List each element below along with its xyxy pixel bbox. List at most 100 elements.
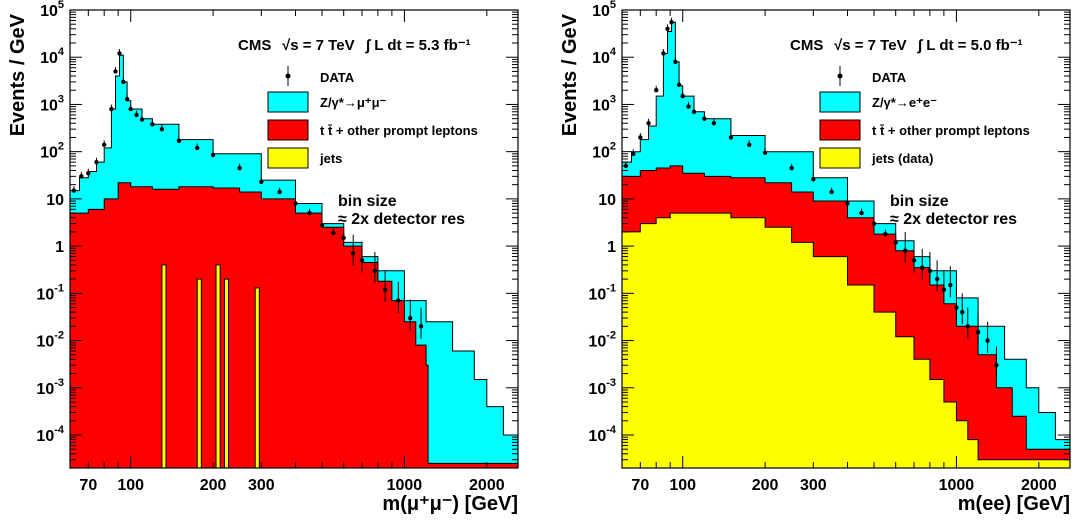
data-point-14 <box>702 114 707 121</box>
legend-ttbar-label: t t̄ + other prompt leptons <box>320 123 478 138</box>
data-point-19 <box>237 163 242 171</box>
y-tick-label: 10 <box>46 192 64 209</box>
luminosity-label: ∫ L dt = 5.3 fb⁻¹ <box>365 37 471 54</box>
y-tick-label: 10-2 <box>36 330 64 351</box>
data-point-24 <box>319 220 325 228</box>
data-point-7 <box>665 24 670 31</box>
data-point-34 <box>954 288 959 320</box>
data-point-11 <box>128 104 133 112</box>
legend-data-marker <box>837 73 843 79</box>
x-tick-label: 2000 <box>1021 477 1057 494</box>
series-2-histogram <box>70 182 518 468</box>
legend-jets-label: jets (data) <box>871 151 933 166</box>
data-point-32 <box>941 270 947 302</box>
y-tick-label: 10-1 <box>36 282 64 303</box>
jets-bar-3 <box>215 264 221 468</box>
annotation-detector-res: ≈ 2x detector res <box>890 211 1017 228</box>
x-tick-label: 1000 <box>939 477 975 494</box>
y-tick-label: 10-3 <box>588 377 616 398</box>
data-point-25 <box>883 229 888 237</box>
y-tick-label: 10-4 <box>588 424 616 445</box>
legend-signal-label: Z/γ*→e⁺e⁻ <box>872 95 937 110</box>
data-point-28 <box>911 241 917 273</box>
energy-label: √s = 7 TeV <box>834 37 907 54</box>
data-point-5 <box>101 140 107 147</box>
x-tick-label: 70 <box>631 477 649 494</box>
y-tick-label: 10 <box>598 192 616 209</box>
legend: DATA Z/γ*→μ⁺μ⁻ t t̄ + other prompt leptons… <box>267 66 478 169</box>
luminosity-label: ∫ L dt = 5.0 fb⁻¹ <box>917 37 1023 54</box>
y-tick-label: 105 <box>592 0 616 20</box>
data-point-9 <box>673 57 678 64</box>
plot-frame <box>69 9 519 469</box>
data-point-29 <box>920 248 925 280</box>
data-point-2 <box>79 171 84 179</box>
data-point-21 <box>829 187 834 195</box>
data-point-30 <box>382 270 388 302</box>
data-point-17 <box>747 140 752 147</box>
data-point-30 <box>927 252 933 284</box>
legend-signal-swatch <box>819 91 861 113</box>
data-point-22 <box>845 199 850 206</box>
data-point-4 <box>94 157 99 165</box>
y-tick-label: 102 <box>40 141 64 162</box>
data-point-7 <box>113 67 118 74</box>
data-point-28 <box>359 241 365 273</box>
data-point-31 <box>396 281 401 313</box>
x-axis-title: m(ee) [GeV] <box>958 493 1070 515</box>
annotation-bin-size: bin size <box>338 193 397 210</box>
data-point-20 <box>811 174 816 182</box>
plot-area <box>622 17 1070 468</box>
y-tick-label: 105 <box>40 0 64 20</box>
data-point-15 <box>711 118 717 126</box>
data-point-26 <box>341 233 346 240</box>
data-point-10 <box>676 80 682 88</box>
jets-bar-1 <box>161 264 167 468</box>
data-point-25 <box>331 228 336 236</box>
legend-jets-swatch <box>819 147 861 169</box>
data-point-33 <box>418 307 424 339</box>
x-tick-label: 200 <box>200 477 227 494</box>
data-point-19 <box>789 163 794 171</box>
data-point-24 <box>871 219 877 226</box>
x-tick-label: 100 <box>669 477 696 494</box>
y-axis-title: Events / GeV <box>7 13 29 136</box>
data-point-26 <box>893 237 898 245</box>
x-tick-label: 200 <box>752 477 779 494</box>
jets-bar-4 <box>223 278 230 468</box>
data-point-1 <box>71 186 77 193</box>
panel-1: 10-4 10-3 10-2 10-1 1 10 102 103 104 105 70 100 200 3… <box>7 0 519 515</box>
data-point-22 <box>293 199 298 206</box>
data-point-31 <box>934 260 940 292</box>
data-point-8 <box>669 17 674 25</box>
legend: DATA Z/γ*→e⁺e⁻ t t̄ + other prompt leptons… <box>819 66 1030 169</box>
panel-2: 10-4 10-3 10-2 10-1 1 10 102 103 104 105 70 100 200 3… <box>559 0 1071 515</box>
legend-data-marker <box>285 73 291 79</box>
jets-bar-2 <box>196 278 202 468</box>
data-point-23 <box>859 208 864 216</box>
annotation-detector-res: ≈ 2x detector res <box>338 211 465 228</box>
legend-data-label: DATA <box>872 70 907 85</box>
annotation-bin-size: bin size <box>890 193 949 210</box>
data-point-35 <box>960 293 965 325</box>
data-point-18 <box>210 150 216 158</box>
y-tick-label: 10-4 <box>36 424 64 445</box>
legend-data-label: DATA <box>320 70 355 85</box>
legend-jets-swatch <box>267 147 309 169</box>
data-point-12 <box>686 102 691 109</box>
y-tick-label: 103 <box>40 93 64 114</box>
data-point-29 <box>372 252 378 284</box>
x-tick-label: 1000 <box>387 477 423 494</box>
legend-signal-label: Z/γ*→μ⁺μ⁻ <box>320 95 387 110</box>
data-point-15 <box>159 124 165 132</box>
x-axis-title: m(μ⁺μ⁻) [GeV] <box>382 493 518 515</box>
legend-ttbar-label: t t̄ + other prompt leptons <box>872 123 1030 138</box>
data-point-10 <box>124 94 130 102</box>
y-tick-label: 1 <box>55 239 64 256</box>
y-tick-label: 104 <box>40 46 65 67</box>
data-point-23 <box>307 208 312 216</box>
data-point-37 <box>975 313 981 345</box>
y-tick-label: 10-3 <box>36 377 64 398</box>
data-point-27 <box>351 234 356 266</box>
